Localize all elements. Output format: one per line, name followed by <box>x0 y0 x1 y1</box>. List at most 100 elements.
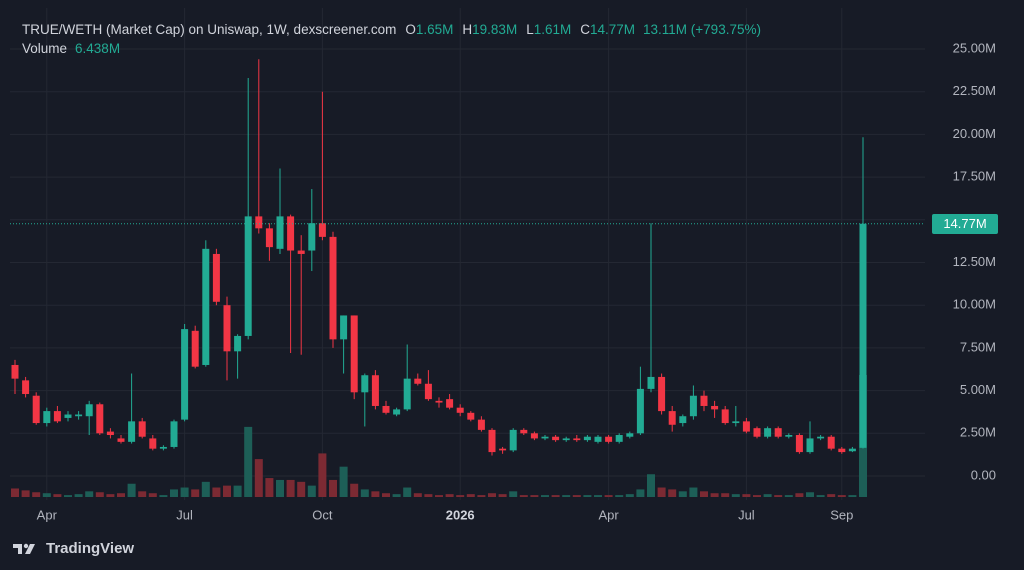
volume-bar <box>615 495 624 497</box>
candle-body <box>848 448 856 452</box>
volume-bar <box>360 489 369 497</box>
candle-body <box>223 305 231 352</box>
x-tick-label: Jul <box>738 507 755 522</box>
y-tick-label: 2.50M <box>960 425 996 440</box>
volume-bar <box>625 494 634 497</box>
volume-bar <box>604 495 613 497</box>
candle-body <box>626 433 634 437</box>
volume-label: Volume <box>22 41 68 56</box>
y-tick-label: 22.50M <box>953 83 996 98</box>
y-tick-label: 5.00M <box>960 382 996 397</box>
volume-bar <box>339 466 348 497</box>
volume-value: 6.438M <box>75 41 121 56</box>
candle-body <box>552 436 560 441</box>
volume-bar <box>297 481 306 497</box>
volume-bar <box>509 491 518 497</box>
x-tick-label: 2026 <box>446 507 475 522</box>
x-tick-label: Sep <box>830 507 853 522</box>
volume-bar <box>159 495 168 497</box>
volume-bar <box>753 495 761 497</box>
candle-body <box>658 376 666 412</box>
candle-body <box>817 436 825 439</box>
change: 13.11M (+793.75%) <box>643 22 761 37</box>
y-tick-label: 0.00 <box>971 467 996 482</box>
candle-body <box>287 216 295 251</box>
candle-body <box>424 383 432 400</box>
candle-body <box>732 421 740 424</box>
volume-bar <box>806 492 814 497</box>
volume-bar <box>127 483 136 497</box>
candle-body <box>636 388 644 434</box>
candle-body <box>488 429 496 453</box>
volume-bar <box>382 493 390 497</box>
candle-body <box>117 438 125 442</box>
ohlc-key: O <box>405 22 416 37</box>
candle-body <box>181 329 189 420</box>
candle-body <box>22 380 30 395</box>
candle-body <box>43 411 51 424</box>
volume-bar <box>244 426 253 497</box>
volume-bar <box>276 479 284 497</box>
volume-bar <box>541 495 549 497</box>
brand-name: TradingView <box>46 540 135 557</box>
candle-body <box>371 375 379 406</box>
volume-bar <box>307 485 316 497</box>
volume-bar <box>816 495 825 497</box>
volume-bar <box>445 494 454 497</box>
candle-body <box>859 223 867 448</box>
brand: TradingView <box>12 540 134 557</box>
candle-body <box>318 223 326 237</box>
volume-bar <box>170 489 178 497</box>
candle-body <box>679 416 687 424</box>
volume-bar <box>837 495 846 497</box>
candle-body <box>106 431 114 436</box>
candle-body <box>806 438 814 453</box>
candle-body <box>721 409 729 424</box>
candle-body <box>191 330 199 367</box>
volume-bar <box>424 494 433 497</box>
volume-bar <box>254 459 263 497</box>
volume-bar <box>11 488 19 497</box>
candle-body <box>414 378 422 384</box>
candle-body <box>689 395 697 417</box>
legend: TRUE/WETH (Market Cap) on Uniswap, 1W, d… <box>22 20 761 58</box>
candle-body <box>32 395 40 424</box>
candle-body <box>509 429 517 451</box>
volume-bar <box>42 493 51 497</box>
candle-body <box>234 335 242 352</box>
candle-body <box>350 315 358 393</box>
volume-bar <box>742 494 751 497</box>
volume-bar <box>138 491 147 497</box>
volume-bar <box>647 474 655 497</box>
volume-bar <box>731 494 740 497</box>
x-tick-label: Apr <box>37 507 58 522</box>
candle-body <box>827 436 835 449</box>
candle-body <box>477 419 485 430</box>
volume-bar <box>466 494 475 497</box>
x-tick-label: Jul <box>176 507 193 522</box>
y-tick-label: 20.00M <box>953 126 996 141</box>
volume-bar <box>562 495 571 497</box>
brand-logo <box>13 543 35 554</box>
candle-body <box>329 236 337 340</box>
volume-bar <box>594 495 602 497</box>
candle-body <box>255 216 263 229</box>
volume-bar <box>265 478 274 497</box>
candle-body <box>244 216 252 336</box>
volume-bar <box>318 453 327 497</box>
candle-body <box>403 378 411 410</box>
volume-bar <box>350 483 359 497</box>
candle-body <box>605 436 613 442</box>
volume-bar <box>180 487 189 497</box>
candle-body <box>700 395 708 406</box>
candle-body <box>75 414 83 417</box>
candle-body <box>64 414 72 418</box>
volume-bar <box>530 495 539 497</box>
candle-body <box>435 400 443 403</box>
candle-body <box>530 433 538 439</box>
candle-body <box>382 405 390 413</box>
candle-body <box>795 435 803 453</box>
volume-bar <box>678 491 687 497</box>
candle-body <box>711 405 719 410</box>
